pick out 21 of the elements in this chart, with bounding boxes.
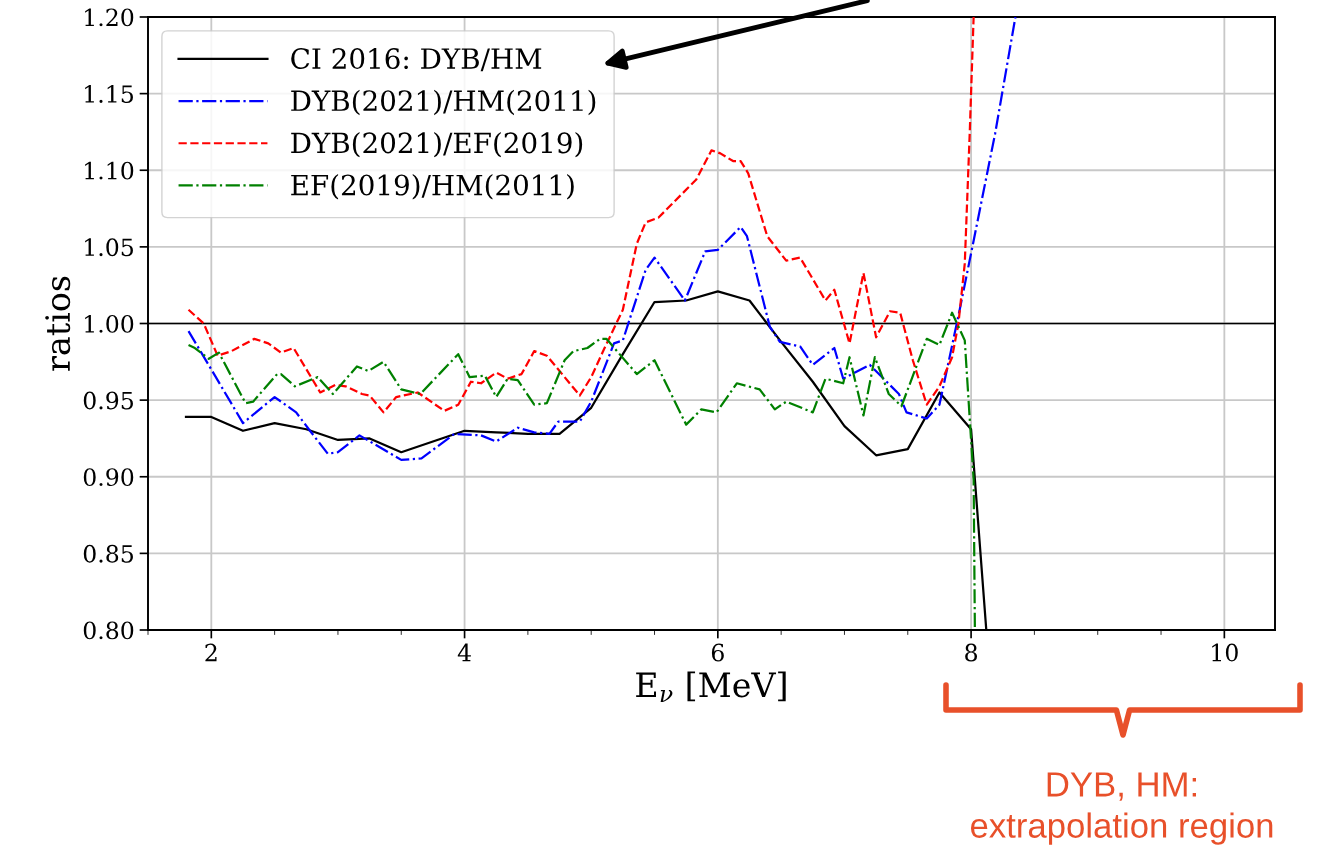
y-tick-label: 1.20 — [85, 8, 134, 27]
y-tick-label: 1.00 — [85, 314, 134, 333]
legend-label: DYB(2021)/HM(2011) — [291, 89, 596, 116]
legend-label: DYB(2021)/EF(2019) — [291, 131, 583, 158]
y-tick-label: 0.80 — [83, 621, 134, 640]
y-tick-label: 0.90 — [83, 468, 134, 487]
y-tick-label: 0.95 — [83, 391, 133, 410]
x-axis-title: E$_{ν}$ [MeV] — [636, 671, 786, 703]
x-tick-label: 2 — [205, 643, 217, 662]
y-axis-title: ratios — [45, 276, 71, 371]
x-tick-label: 4 — [457, 643, 471, 662]
y-tick-label: 1.10 — [85, 161, 134, 180]
legend-label: EF(2019)/HM(2011) — [291, 174, 574, 200]
y-tick-label: 1.15 — [85, 85, 133, 103]
x-tick-label: 6 — [711, 643, 724, 662]
y-tick-label: 0.85 — [83, 544, 133, 563]
legend-label: CI 2016: DYB/HM — [291, 48, 542, 72]
x-tick-label: 10 — [1212, 643, 1238, 662]
x-tick-label: 8 — [965, 643, 978, 662]
y-tick-label: 1.05 — [85, 238, 133, 257]
text: DYB, HM: extrapolation region — [970, 772, 1273, 845]
